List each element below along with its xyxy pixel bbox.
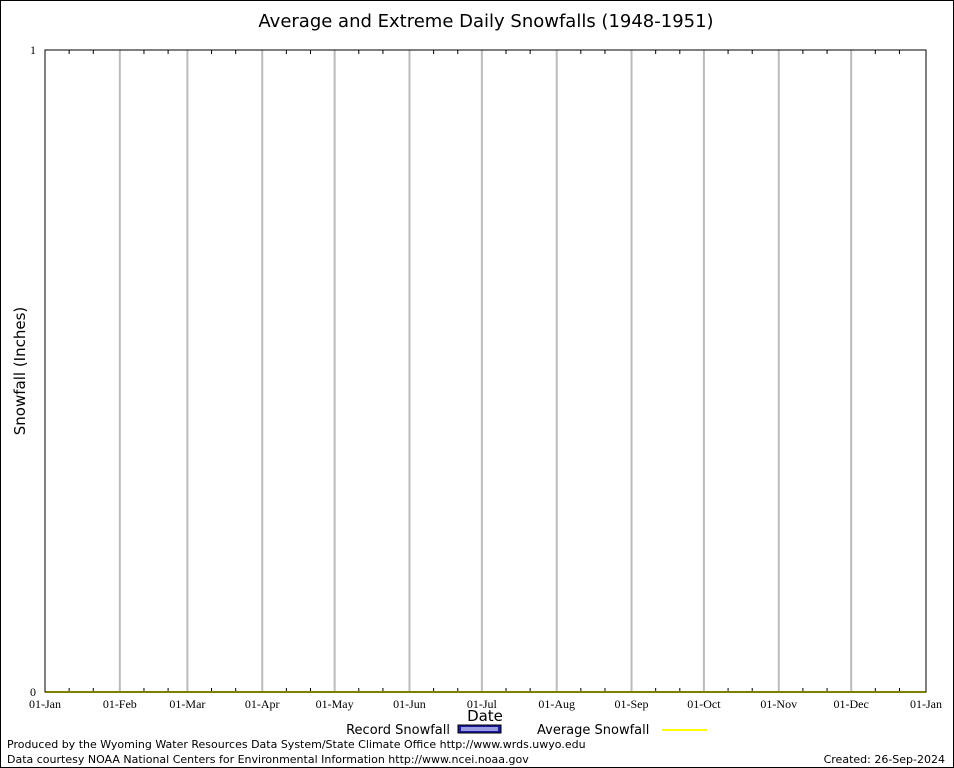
x-axis-label: Date	[467, 707, 503, 725]
y-tick-label: 0	[30, 685, 36, 699]
x-tick-label: 01-Dec	[834, 697, 869, 711]
x-tick-label: 01-Nov	[760, 697, 797, 711]
legend-record-label: Record Snowfall	[346, 723, 450, 738]
x-tick-label: 01-Jul	[467, 697, 498, 711]
legend-average-label: Average Snowfall	[537, 723, 649, 738]
chart-title: Average and Extreme Daily Snowfalls (194…	[258, 11, 713, 32]
footer-produced-by: Produced by the Wyoming Water Resources …	[7, 738, 586, 751]
x-tick-label: 01-Sep	[615, 697, 649, 711]
x-tick-label: 01-May	[316, 697, 354, 711]
legend-record-swatch-pattern	[461, 727, 498, 731]
x-tick-label: 01-Jan	[910, 697, 942, 711]
y-tick-label: 1	[30, 43, 36, 57]
x-tick-label: 01-Jun	[393, 697, 426, 711]
x-tick-label: 01-Jan	[29, 697, 61, 711]
plot-border	[44, 49, 927, 693]
y-axis-label: Snowfall (Inches)	[11, 307, 29, 435]
x-tick-label: 01-Oct	[687, 697, 721, 711]
x-tick-label: 01-Feb	[103, 697, 137, 711]
x-tick-label: 01-Apr	[245, 697, 280, 711]
x-tick-label: 01-Aug	[538, 697, 575, 711]
x-tick-label: 01-Mar	[169, 697, 205, 711]
footer-courtesy: Data courtesy NOAA National Centers for …	[7, 753, 529, 766]
footer-created: Created: 26-Sep-2024	[823, 753, 945, 766]
